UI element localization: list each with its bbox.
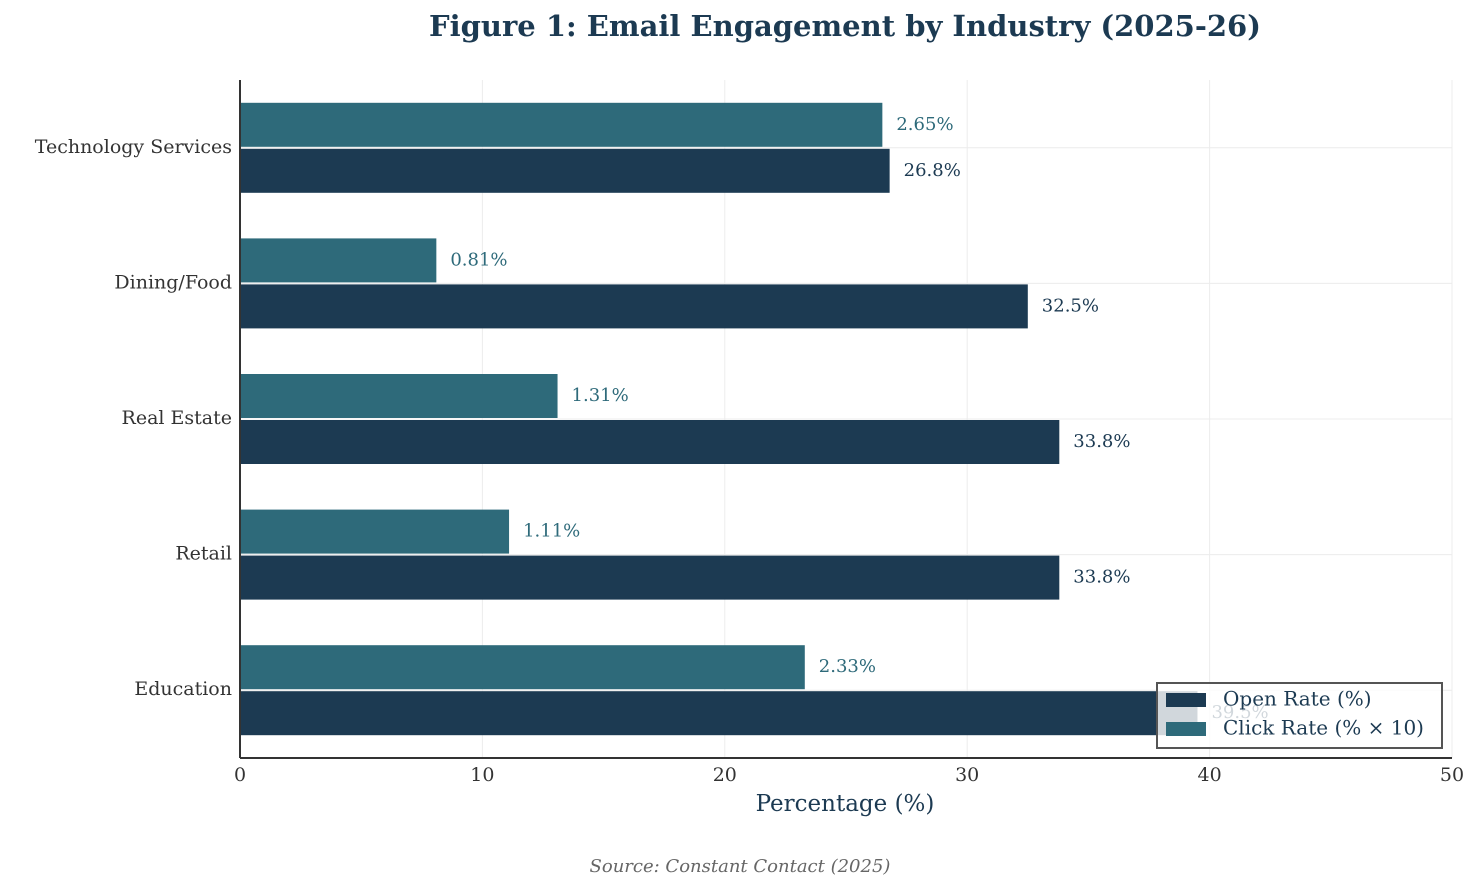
value-label: 32.5% [1042, 295, 1099, 316]
y-tick-label: Retail [175, 543, 232, 565]
bar [240, 691, 1198, 736]
value-label: 1.31% [572, 385, 629, 406]
bar [240, 148, 890, 193]
value-label: 2.65% [896, 114, 953, 135]
x-tick-label: 10 [470, 764, 494, 786]
bar [240, 509, 510, 554]
value-label: 0.81% [450, 249, 507, 270]
x-tick-label: 40 [1198, 764, 1222, 786]
bar [240, 284, 1028, 329]
y-tick-label: Dining/Food [114, 271, 232, 293]
legend-swatch [1166, 722, 1206, 736]
x-axis-label: Percentage (%) [756, 791, 935, 817]
y-tick-label: Real Estate [122, 407, 232, 429]
bar [240, 555, 1060, 600]
x-tick-label: 30 [955, 764, 979, 786]
value-label: 1.11% [523, 521, 580, 542]
bar [240, 102, 883, 147]
bar [240, 374, 558, 418]
value-label: 26.8% [904, 160, 961, 181]
x-tick-label: 20 [713, 764, 737, 786]
legend-swatch [1166, 693, 1206, 707]
y-tick-label: Education [134, 678, 232, 700]
legend-label: Open Rate (%) [1223, 687, 1372, 711]
legend: Open Rate (%) Click Rate (% × 10) [1156, 682, 1443, 749]
value-label: 2.33% [819, 656, 876, 677]
chart-title: Figure 1: Email Engagement by Industry (… [429, 9, 1261, 43]
bar [240, 420, 1060, 464]
y-tick-label: Technology Services [35, 136, 232, 158]
x-tick-label: 0 [234, 764, 246, 786]
source-note: Source: Constant Contact (2025) [590, 856, 891, 877]
legend-label: Click Rate (% × 10) [1223, 716, 1424, 740]
value-label: 33.8% [1073, 431, 1130, 452]
value-label: 33.8% [1073, 567, 1130, 588]
x-tick-label: 50 [1440, 764, 1464, 786]
bar [240, 645, 805, 690]
bar [240, 238, 437, 283]
